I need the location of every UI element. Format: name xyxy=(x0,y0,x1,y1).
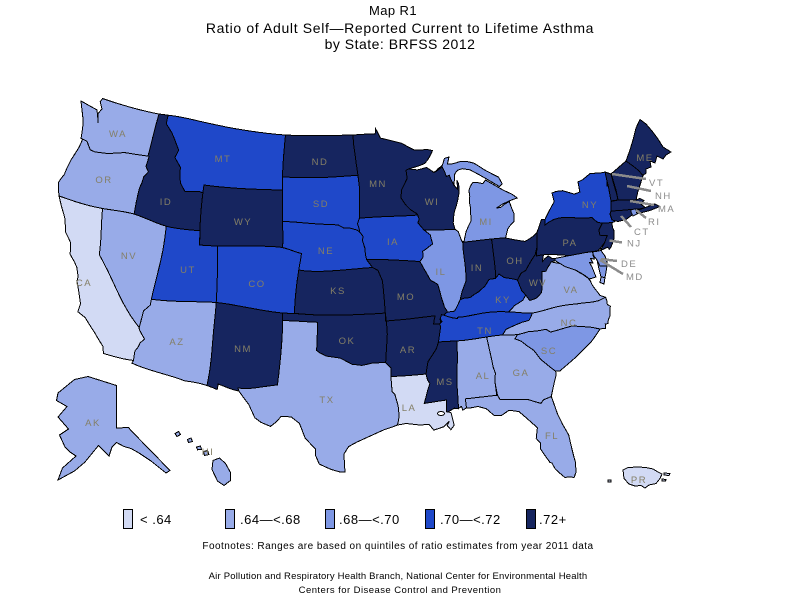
svg-text:ME: ME xyxy=(636,153,653,164)
svg-text:MN: MN xyxy=(369,179,387,190)
svg-text:AZ: AZ xyxy=(169,337,184,348)
svg-text:UT: UT xyxy=(180,265,196,276)
svg-text:NM: NM xyxy=(234,344,252,355)
svg-text:NJ: NJ xyxy=(627,239,642,250)
svg-text:AR: AR xyxy=(400,345,416,356)
svg-text:NH: NH xyxy=(655,191,672,202)
svg-text:WI: WI xyxy=(425,197,440,208)
svg-text:LA: LA xyxy=(402,403,417,414)
svg-text:MO: MO xyxy=(397,292,415,303)
svg-text:MT: MT xyxy=(215,154,232,165)
svg-text:DE: DE xyxy=(621,259,637,270)
svg-text:OK: OK xyxy=(339,336,356,347)
svg-text:VA: VA xyxy=(564,285,579,296)
svg-text:RI: RI xyxy=(648,217,661,228)
svg-text:GA: GA xyxy=(513,368,530,379)
svg-text:MI: MI xyxy=(479,217,493,228)
svg-text:CT: CT xyxy=(634,227,650,238)
svg-text:WA: WA xyxy=(109,129,127,140)
svg-text:TX: TX xyxy=(319,395,334,406)
svg-text:SD: SD xyxy=(313,199,329,210)
svg-text:MS: MS xyxy=(436,377,453,388)
svg-text:MA: MA xyxy=(658,204,675,215)
svg-text:OR: OR xyxy=(95,175,112,186)
svg-text:IA: IA xyxy=(387,237,399,248)
svg-text:MD: MD xyxy=(626,272,644,283)
svg-text:NE: NE xyxy=(318,246,334,257)
svg-text:CA: CA xyxy=(76,278,92,289)
svg-text:ID: ID xyxy=(160,197,173,208)
svg-text:AL: AL xyxy=(476,371,491,382)
svg-text:TN: TN xyxy=(477,326,493,337)
svg-text:HI: HI xyxy=(202,447,215,458)
svg-text:SC: SC xyxy=(541,346,557,357)
svg-text:PA: PA xyxy=(563,238,578,249)
svg-text:AK: AK xyxy=(85,418,101,429)
svg-text:OH: OH xyxy=(506,256,523,267)
svg-text:KY: KY xyxy=(495,295,511,306)
svg-text:NY: NY xyxy=(582,200,598,211)
svg-text:VT: VT xyxy=(649,178,664,189)
svg-text:PR: PR xyxy=(631,475,647,486)
svg-text:KS: KS xyxy=(330,286,346,297)
svg-text:IL: IL xyxy=(436,267,447,278)
svg-text:NV: NV xyxy=(121,251,137,262)
svg-text:CO: CO xyxy=(248,279,265,290)
svg-text:FL: FL xyxy=(545,431,559,442)
svg-text:WV: WV xyxy=(529,278,547,289)
svg-text:IN: IN xyxy=(471,263,484,274)
svg-text:ND: ND xyxy=(312,157,329,168)
svg-text:NC: NC xyxy=(561,318,578,329)
svg-text:WY: WY xyxy=(234,217,252,228)
